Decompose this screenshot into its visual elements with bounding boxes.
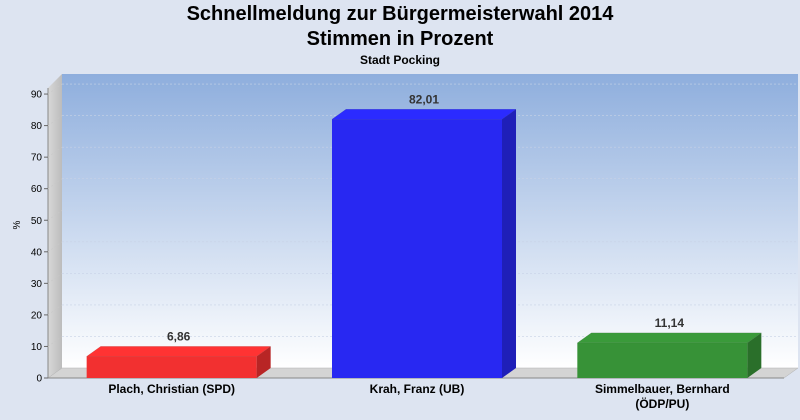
gridline-side xyxy=(47,273,63,284)
gridline-side xyxy=(47,146,63,158)
x-tick-label: Simmelbauer, Bernhard (ÖDP/PU) xyxy=(595,382,730,411)
x-tick-label-line: Simmelbauer, Bernhard xyxy=(595,382,730,396)
bar-top xyxy=(85,346,272,357)
bar-side xyxy=(256,346,271,378)
x-tick-label-line: Krah, Franz (UB) xyxy=(370,382,465,396)
data-label: 11,14 xyxy=(655,316,685,330)
y-tick-label: 40 xyxy=(31,247,43,258)
bar-group xyxy=(576,332,763,378)
gridline-side xyxy=(47,115,63,126)
chart-subtitle: Stimmen in Prozent xyxy=(306,28,494,50)
bar-shade xyxy=(86,356,257,378)
y-tick-label: 30 xyxy=(31,279,43,290)
data-label: 6,86 xyxy=(167,329,191,343)
bar xyxy=(332,119,502,378)
chart-title: Schnellmeldung zur Bürgermeisterwahl 201… xyxy=(186,3,614,25)
y-tick-label: 0 xyxy=(36,374,42,385)
bar-shade xyxy=(332,119,502,378)
bar xyxy=(86,356,257,378)
y-tick-label: 60 xyxy=(31,184,43,195)
y-tick-label: 20 xyxy=(31,310,43,321)
data-label: 82,01 xyxy=(409,92,439,106)
bar-top xyxy=(576,332,763,344)
y-tick-label: 10 xyxy=(31,342,43,353)
x-tick-label: Krah, Franz (UB) xyxy=(370,382,465,396)
bar-side xyxy=(747,332,762,378)
gridline-side xyxy=(47,210,63,221)
y-tick-label: 80 xyxy=(31,121,43,132)
bar-side xyxy=(502,109,516,378)
x-tick-label-line: Plach, Christian (SPD) xyxy=(108,382,235,396)
y-axis-label: % xyxy=(12,220,23,229)
gridline-side xyxy=(47,304,63,316)
x-tick-label-line: (ÖDP/PU) xyxy=(635,396,689,411)
gridline-side xyxy=(47,178,63,189)
bar-group xyxy=(85,346,272,378)
gridline-side xyxy=(47,336,63,347)
chart-caption: Stadt Pocking xyxy=(359,53,440,67)
y-tick-label: 90 xyxy=(31,90,43,101)
bar xyxy=(577,342,748,378)
x-tick-label: Plach, Christian (SPD) xyxy=(108,382,235,396)
y-tick-label: 50 xyxy=(31,216,43,227)
y-tick-label: 70 xyxy=(31,153,43,164)
bar-top xyxy=(331,109,517,120)
bar-group xyxy=(331,109,517,378)
bar-shade xyxy=(577,342,748,378)
left-wall xyxy=(48,74,62,378)
gridline-side xyxy=(47,241,63,253)
gridline-side xyxy=(47,83,63,95)
